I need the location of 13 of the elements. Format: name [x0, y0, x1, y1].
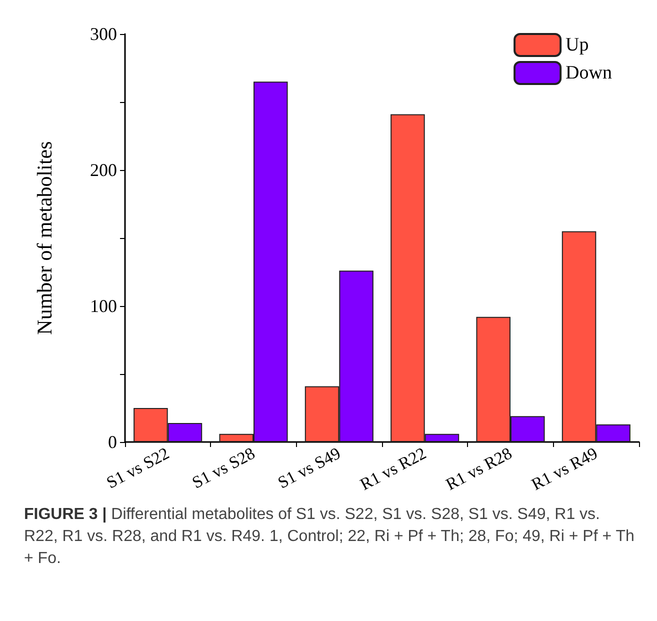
x-tick-label: R1 vs R28 — [442, 444, 515, 494]
legend-label: Down — [566, 62, 612, 84]
legend-label: Up — [566, 34, 589, 56]
x-tick-label: R1 vs R49 — [528, 444, 601, 494]
y-tick-label: 100 — [90, 296, 117, 316]
x-tick-label: S1 vs S49 — [274, 444, 344, 492]
y-tick-label: 200 — [90, 160, 117, 180]
x-tick-label: S1 vs S28 — [189, 444, 258, 492]
y-tick-label: 300 — [90, 24, 117, 44]
y-axis-title: Number of metabolites — [32, 141, 56, 335]
caption: FIGURE 3 | Differential metabolites of S1 vs. S22, S1 vs. S28, S1 vs. S49, R1 vs. R22, R1 vs. R28, and R1 vs. R49. 1, Control; 22, Ri + Pf + Th; 28, Fo; 49, Ri + Pf + Th + Fo. — [24, 505, 636, 569]
x-tick-label: R1 vs R22 — [357, 444, 430, 494]
y-tick-label: 0 — [108, 432, 117, 452]
